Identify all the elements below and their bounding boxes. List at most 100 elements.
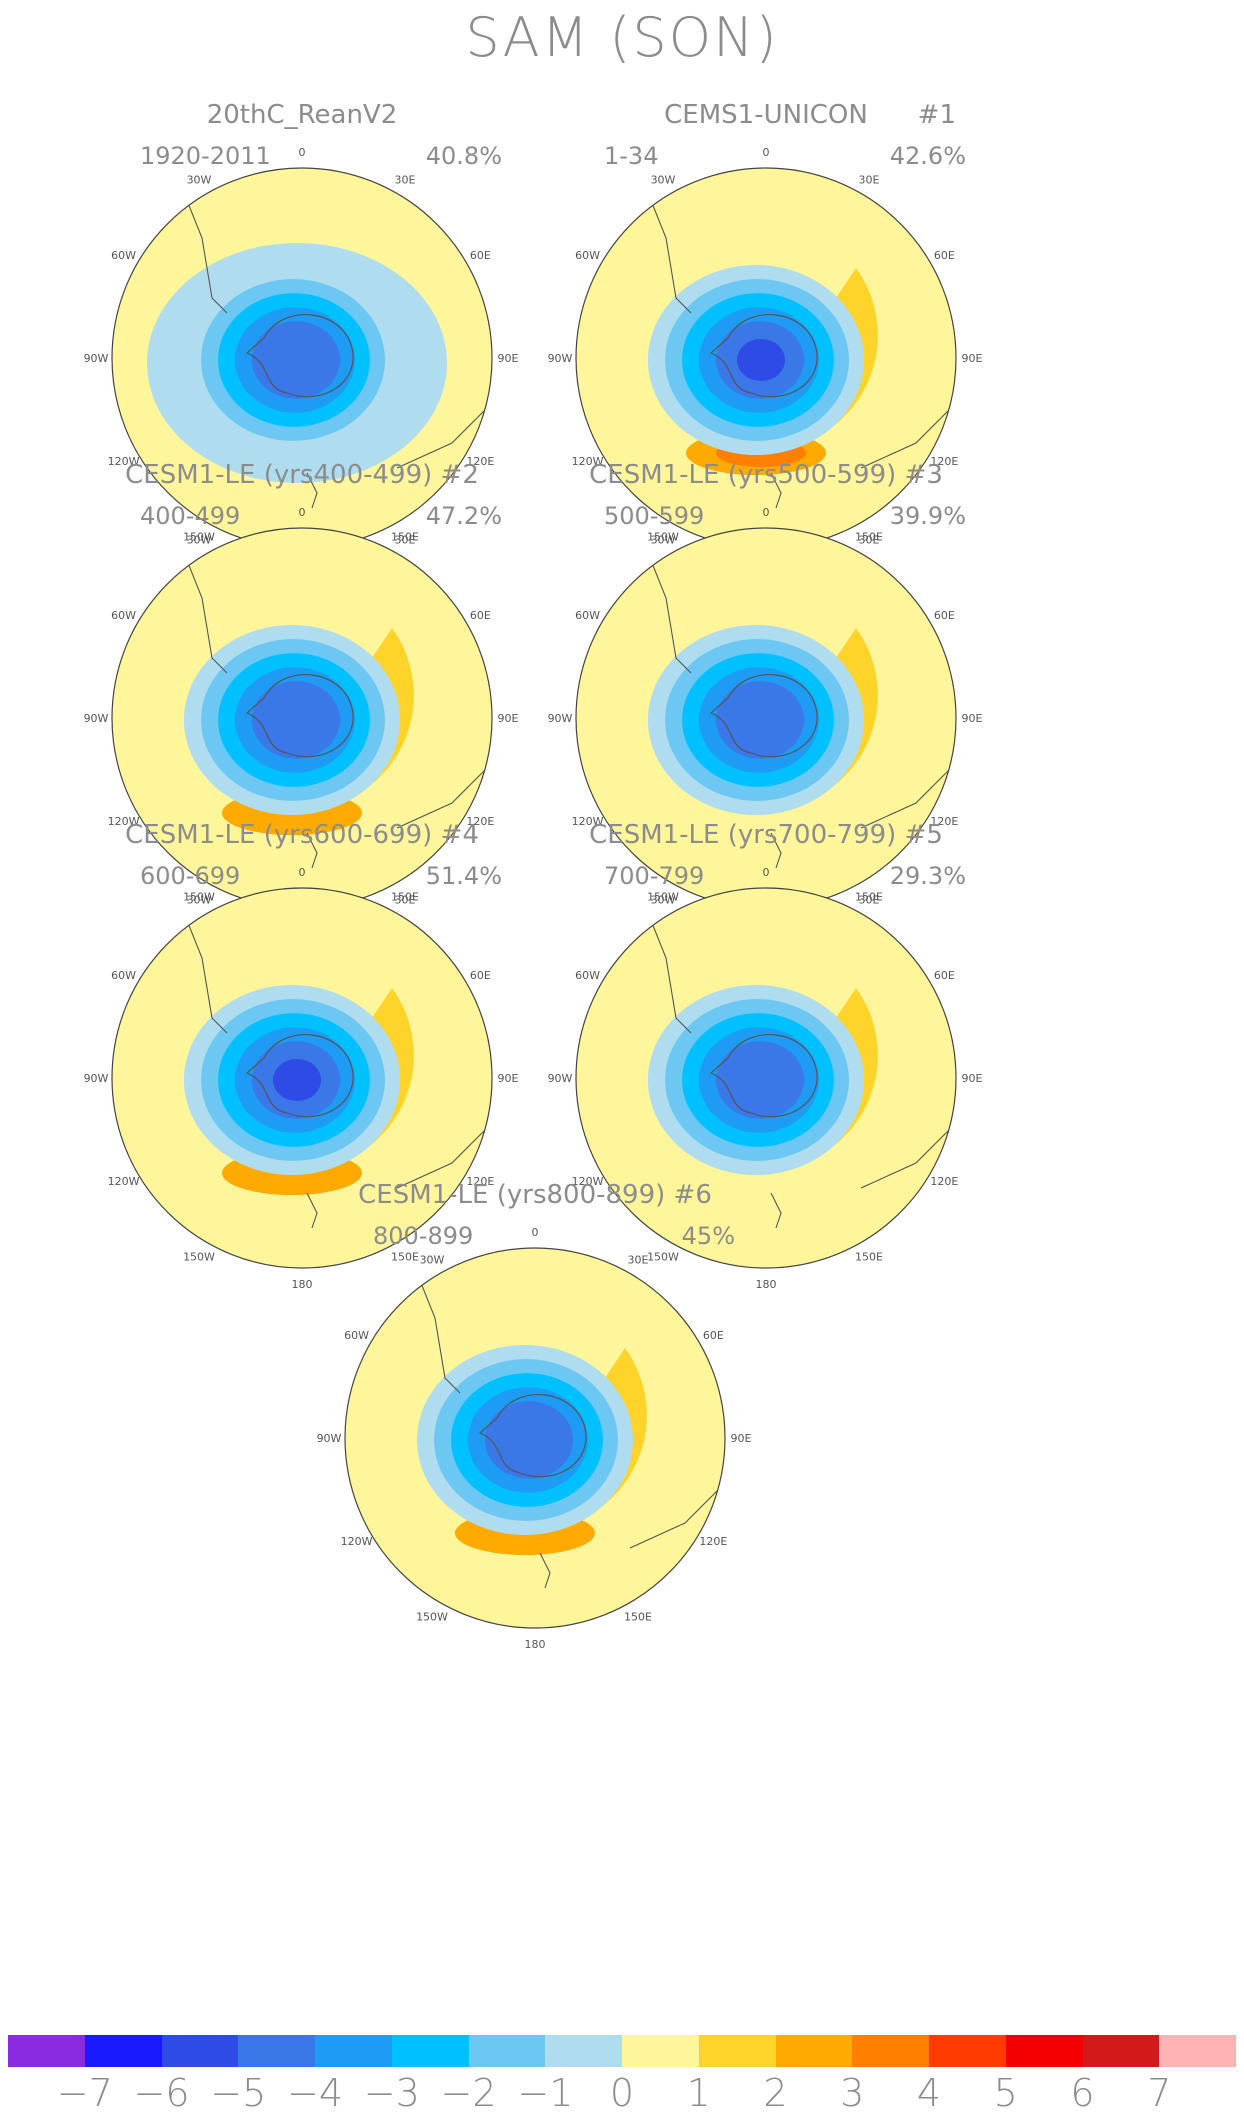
longitude-label: 150W [416,1610,448,1623]
map-panel: CESM1-LE (yrs600-699) #4 600-699 51.4% 0 30E… [72,820,532,1290]
colorbar-tick: −1 [517,2071,574,2115]
australia-outline [396,407,488,469]
longitude-label: 60W [111,249,136,262]
map-panel: 20thC_ReanV2 1920-2011 40.8% 0 30E 60E 90E 120E… [72,100,532,570]
australia-outline [396,1127,488,1189]
polar-contour [737,338,785,382]
south-america-outline [645,187,692,314]
colorbar-tick: 4 [916,2071,942,2115]
longitude-label: 60E [934,609,955,622]
longitude-label: 180 [525,1638,546,1650]
colorbar-tick: −6 [133,2071,190,2115]
longitude-label: 60W [344,1329,369,1342]
longitude-label: 30W [187,894,212,907]
longitude-label: 90E [962,352,983,365]
longitude-label: 120W [108,815,140,828]
south-america-outline [414,1267,461,1394]
longitude-label: 150E [855,530,883,543]
antarctica-outline [709,1034,818,1118]
longitude-label: 30E [628,1254,649,1267]
map-panel: CESM1-LE (yrs400-499) #2 400-499 47.2% 0 30E… [72,460,532,930]
longitude-label: 30E [859,174,880,187]
longitude-label: 60W [111,969,136,982]
colorbar-swatch [238,2035,315,2067]
longitude-label: 0 [763,506,770,519]
antarctica-outline [709,674,818,758]
longitude-label: 90E [962,1072,983,1085]
polar-contour [252,681,340,759]
colorbar-swatch [161,2035,239,2067]
polar-contour [273,1058,321,1102]
polar-contour [485,1401,573,1479]
panel-title: CEMS1-UNICON [664,100,868,130]
longitude-label: 120W [341,1535,373,1548]
australia-outline [860,767,952,829]
longitude-label: 120W [108,1175,140,1188]
colorbar-swatch [698,2035,776,2067]
antarctica-outline [245,674,354,758]
panel-title: 20thC_ReanV2 [206,100,398,130]
figure-title: SAM (SON) [465,6,779,69]
longitude-label: 60E [934,969,955,982]
map-panel: CEMS1-UNICON #1 1-34 42.6% 0 30E 60E 90E 120E 150… [536,100,996,570]
longitude-label: 90W [548,712,573,725]
longitude-label: 60W [575,249,600,262]
longitude-label: 60W [575,969,600,982]
longitude-label: 120E [699,1535,727,1548]
polar-contour [252,321,340,399]
map-panel: CESM1-LE (yrs700-799) #5 700-799 29.3% 0 30E… [536,820,996,1290]
panel-period: 400-499 [140,502,241,530]
longitude-label: 0 [763,866,770,879]
new-zealand-outline [770,1192,782,1229]
longitude-label: 60E [703,1329,724,1342]
longitude-label: 30W [187,534,212,547]
colorbar-swatch [1082,2035,1160,2067]
longitude-label: 60W [575,609,600,622]
antarctica-outline [245,314,354,398]
new-zealand-outline [539,1552,551,1589]
new-zealand-outline [770,832,782,869]
new-zealand-outline [306,832,318,869]
colorbar-tick: 2 [763,2071,788,2115]
australia-outline [860,1127,952,1189]
south-america-outline [181,547,228,674]
longitude-label: 120E [466,815,494,828]
longitude-label: 120W [572,1175,604,1188]
colorbar-tick: 0 [609,2071,635,2115]
longitude-label: 120E [930,455,958,468]
panel-period: 1-34 [604,142,659,170]
colorbar-swatch [775,2035,853,2067]
new-zealand-outline [306,472,318,509]
south-america-outline [181,187,228,314]
longitude-label: 150E [855,890,883,903]
longitude-label: 150E [855,1250,883,1263]
longitude-label: 0 [299,866,306,879]
south-america-outline [181,907,228,1034]
longitude-label: 150E [391,530,419,543]
longitude-label: 150E [391,890,419,903]
panel-period: 500-599 [604,502,705,530]
longitude-label: 180 [756,1278,777,1290]
longitude-label: 60E [470,969,491,982]
panel-title: CESM1-LE (yrs400-499) #2 [125,460,479,490]
panel-title: CESM1-LE (yrs600-699) #4 [125,820,479,850]
longitude-label: 30E [859,534,880,547]
antarctica-outline [245,1034,354,1118]
map-boundary [344,1247,726,1629]
colorbar-swatch [852,2035,929,2067]
colorbar-swatch [1159,2035,1236,2067]
longitude-label: 90E [962,712,983,725]
longitude-label: 0 [532,1226,539,1239]
longitude-label: 30W [651,534,676,547]
colorbar-tick: −2 [440,2071,497,2115]
longitude-label: 30E [395,174,416,187]
panel-period: 800-899 [373,1222,474,1250]
colorbar-tick: 1 [686,2071,711,2115]
panel-percent: 40.8% [425,142,502,170]
longitude-label: 30W [651,894,676,907]
